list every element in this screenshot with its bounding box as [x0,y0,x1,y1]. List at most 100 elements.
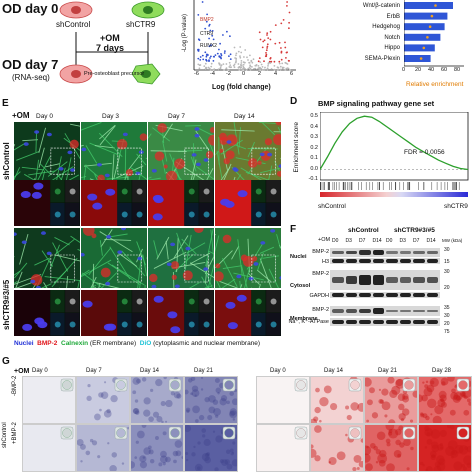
enrichment-dot [434,4,437,7]
volcano-point [278,62,281,65]
volcano-point [274,42,277,45]
micrograph-tile [14,290,80,336]
volcano-point [284,46,287,49]
volcano-point [269,30,272,33]
wb-band [413,259,425,263]
wb-band [372,249,384,256]
volcano-point [239,66,242,69]
wb-lane-label: D14 [372,238,382,244]
volcano-point [247,59,249,61]
volcano-point [250,59,253,62]
volcano-point [249,64,251,67]
wb-membrane-strip [330,258,440,264]
volcano-point [258,68,261,71]
wb-band [426,319,438,325]
wb-band [345,259,357,263]
volcano-point [273,65,276,67]
volcano-point [213,68,216,71]
ars-stain-well [418,376,472,424]
enrichment-category: Notch [384,34,400,41]
volcano-point [288,21,290,24]
wb-band [413,251,425,254]
micrograph-tile [148,180,214,226]
enrichment-bar [404,23,445,31]
alp-stain-well [130,424,184,472]
wb-protein-label: H3 [321,259,329,265]
enrichment-dot [430,14,434,18]
row-label-shctr9: shCTR9#3/#5 [2,279,11,330]
legend-nuclei: Nuclei [14,340,34,347]
western-blot: shControl shCTR9#3/#5 +OM MW (kDa) D0 D3 D… [288,226,474,340]
ars-stain-well [418,424,472,472]
volcano-point [203,65,206,67]
volcano-xtick: 0 [242,71,246,77]
volcano-point [197,57,200,60]
volcano-point [223,52,226,54]
volcano-point [288,60,290,62]
volcano-point [222,34,224,36]
enrichment-xlabel: Relative enrichment [406,81,464,88]
volcano-point [263,39,266,42]
enrichment-dot [419,57,423,60]
volcano-point [258,31,261,34]
wb-protein-label: Na⁺, K⁺-ATPase [288,319,329,325]
wb-band [399,251,411,254]
volcano-point [205,68,208,70]
wb-protein-label: GAPDH [309,293,329,299]
enrichment-xtick: 80 [454,67,461,73]
volcano-point [237,66,240,69]
wb-section-nuclei: Nuclei [290,254,307,260]
volcano-point [266,34,268,36]
wb-band [345,309,357,313]
volcano-point [268,60,271,63]
volcano-point [286,67,289,69]
volcano-point [257,65,260,67]
volcano-point [202,58,205,61]
enrichment-chart: Wnt/β-catenin ErbB Hedgehog Notch Hippo SEMA-… [332,0,474,94]
volcano-point [240,62,243,64]
g-day-left: Day 0 [32,368,48,374]
g-day-right: Day 21 [378,368,398,374]
enrichment-xtick: 40 [428,67,435,73]
wb-mw-mark: 30 [444,269,450,275]
volcano-point [270,60,273,63]
volcano-point [245,68,248,71]
volcano-point [260,67,263,70]
wb-protein-label: BMP-2 [312,271,329,277]
volcano-point [210,62,213,65]
volcano-point [289,69,291,71]
day-label: Day 7 [168,113,185,120]
ars-stain-well [364,424,418,472]
shcontrol-label: shControl [56,20,91,29]
volcano-point [225,63,228,65]
volcano-point [198,39,201,41]
volcano-point [218,55,221,58]
gsea-fdr: FDR = 0.0056 [404,149,445,156]
enrichment-bars-svg [404,0,464,67]
alp-stain-well [22,376,76,424]
gsea-chart: Enrichment score 0.5 0.4 0.3 0.2 0.1 0.0 -0.1 … [292,108,474,216]
volcano-point [223,69,225,71]
wb-band [386,259,398,263]
g-day-left: Day 7 [86,368,102,374]
enrichment-category: Hedgehog [372,24,400,31]
wb-protein-label: BMP-2 [312,249,329,255]
wb-band [426,293,438,297]
wb-band [372,275,384,285]
ars-stain-well [256,376,310,424]
volcano-point [265,49,268,52]
volcano-point [204,51,207,54]
volcano-point [240,60,243,62]
om-label-e: +OM [12,111,30,120]
volcano-point [226,30,228,33]
g-day-right: Day 14 [324,368,344,374]
alp-stain-well [76,376,130,424]
volcano-plot: -Log (P-value) BMP2 CTR9 RUNX2 -6 -4 -2 0 2 4… [180,0,298,82]
enrichment-category: SEMA-Plexin [364,56,400,62]
volcano-point [206,54,209,56]
micrograph-tile [81,290,147,336]
rnaseq-label: (RNA-seq) [12,73,50,82]
wb-mw-mark: 75 [444,329,450,335]
volcano-point [242,68,244,71]
g-day-left: Day 14 [140,368,160,374]
